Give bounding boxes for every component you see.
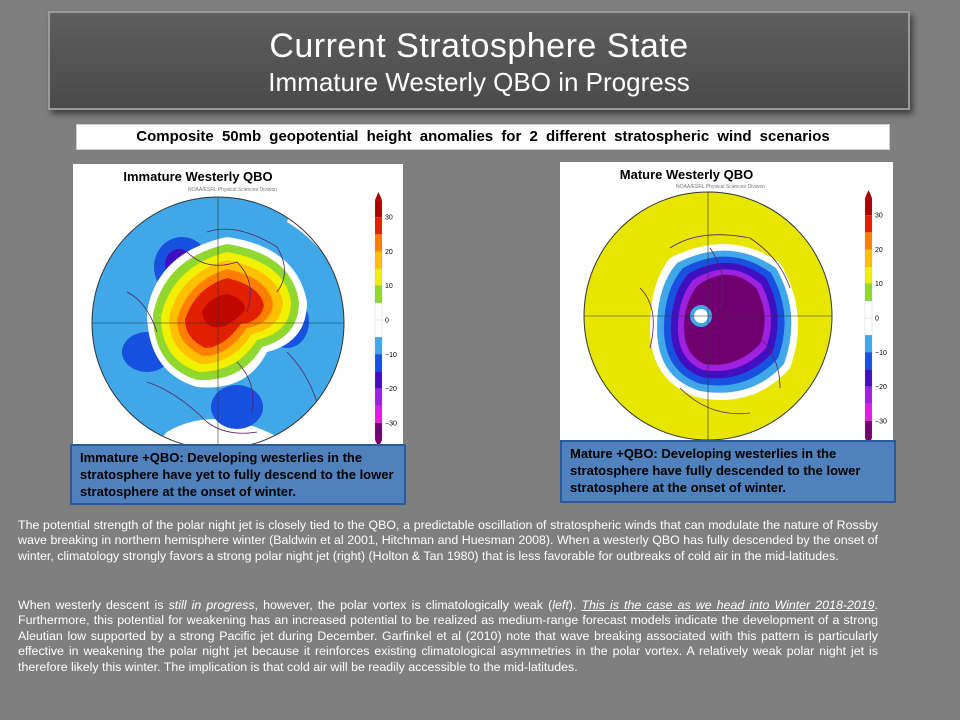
colorbar-left-band <box>374 302 383 321</box>
body-paragraph-1-text: The potential strength of the polar nigh… <box>18 518 878 563</box>
colorbar-right-tick-label: 20 <box>875 247 883 254</box>
body-paragraph-1: The potential strength of the polar nigh… <box>18 518 878 564</box>
colorbar-right-tick-label: −20 <box>875 384 887 391</box>
colorbar-left-ticks: 30 20 10 0 −10 −20 −30 <box>385 215 397 428</box>
colorbar-left-top-arrow <box>375 192 382 200</box>
colorbar-left-bands <box>374 192 383 447</box>
colorbar-right-band <box>864 197 873 216</box>
colorbar-right-band <box>864 420 873 439</box>
colorbar-left-band <box>374 217 383 235</box>
immature-qbo-description: Immature +QBO: Developing westerlies in … <box>70 444 406 505</box>
noaa-credit-right: NOAA/ESRL Physical Sciences Division <box>676 184 766 190</box>
mature-qbo-description: Mature +QBO: Developing westerlies in th… <box>560 440 896 503</box>
body-paragraph-2: When westerly descent is still in progre… <box>18 598 878 675</box>
p2-still-in-progress: still in progress <box>168 598 255 612</box>
colorbar-left-band <box>374 268 383 287</box>
colorbar-right-band <box>864 317 873 336</box>
colorbar-right-tick-label: −30 <box>875 418 887 425</box>
page-title: Current Stratosphere State <box>269 27 689 65</box>
colorbar-left-band <box>374 285 383 304</box>
p2-part-g: . Furthermore, this potential for weaken… <box>18 598 878 674</box>
colorbar-right-tick-label: 0 <box>875 316 879 323</box>
colorbar-right-band <box>864 403 873 422</box>
colorbar-left-tick-label: −30 <box>385 420 397 427</box>
immature-qbo-panel: Immature Westerly QBO NOAA/ESRL Physical… <box>73 164 403 454</box>
colorbar-right: 30 20 10 0 −10 −20 −30 <box>864 190 887 445</box>
p2-part-c: , however, the polar vortex is climatolo… <box>254 598 553 612</box>
immature-qbo-map <box>91 196 345 450</box>
noaa-credit-left: NOAA/ESRL Physical Sciences Division <box>188 187 278 193</box>
colorbar-right-band <box>864 215 873 233</box>
colorbar-left-band <box>374 388 383 407</box>
mature-qbo-map <box>583 191 833 441</box>
colorbar-left-band <box>374 405 383 424</box>
colorbar-left-tick-label: −20 <box>385 386 397 393</box>
colorbar-left-band <box>374 337 383 355</box>
colorbar-right-band <box>864 283 873 302</box>
mature-qbo-panel: Mature Westerly QBO NOAA/ESRL Physical S… <box>560 162 893 446</box>
colorbar-right-band <box>864 352 873 370</box>
colorbar-right-band <box>864 300 873 319</box>
colorbar-right-bands <box>864 190 873 445</box>
p2-left: left <box>552 598 569 612</box>
colorbar-left-tick-label: 20 <box>385 249 393 256</box>
colorbar-right-band <box>864 266 873 285</box>
p2-winter-note: This is the case as we head into Winter … <box>581 598 875 612</box>
colorbar-left-tick-label: 30 <box>385 215 393 222</box>
colorbar-right-tick-label: 10 <box>875 281 883 288</box>
colorbar-left-band <box>374 251 383 269</box>
colorbar-left-band <box>374 354 383 372</box>
p2-part-e: ). <box>568 598 582 612</box>
colorbar-left-band <box>374 319 383 338</box>
colorbar-right-band <box>864 369 873 387</box>
immature-qbo-title: Immature Westerly QBO <box>123 169 273 184</box>
colorbar-left-tick-label: 0 <box>385 318 389 325</box>
colorbar-left: 30 20 10 0 −10 −20 −30 <box>374 192 397 447</box>
colorbar-left-bottom-arrow <box>375 440 382 447</box>
p2-part-a: When westerly descent is <box>18 598 169 612</box>
colorbar-right-top-arrow <box>865 190 872 198</box>
composite-caption: Composite 50mb geopotential height anoma… <box>76 124 890 150</box>
title-banner: Current Stratosphere State Immature West… <box>48 11 910 110</box>
colorbar-right-band <box>864 335 873 353</box>
colorbar-left-band <box>374 422 383 441</box>
colorbar-left-tick-label: 10 <box>385 283 393 290</box>
mature-qbo-title: Mature Westerly QBO <box>619 167 754 182</box>
page-subtitle: Immature Westerly QBO in Progress <box>268 67 690 97</box>
colorbar-right-band <box>864 249 873 267</box>
colorbar-right-tick-label: −10 <box>875 350 887 357</box>
colorbar-left-band <box>374 199 383 218</box>
colorbar-right-band <box>864 386 873 405</box>
colorbar-right-tick-label: 30 <box>875 213 883 220</box>
colorbar-left-tick-label: −10 <box>385 352 397 359</box>
colorbar-left-band <box>374 371 383 389</box>
colorbar-right-ticks: 30 20 10 0 −10 −20 −30 <box>875 213 887 426</box>
colorbar-right-band <box>864 232 873 250</box>
colorbar-left-band <box>374 234 383 252</box>
